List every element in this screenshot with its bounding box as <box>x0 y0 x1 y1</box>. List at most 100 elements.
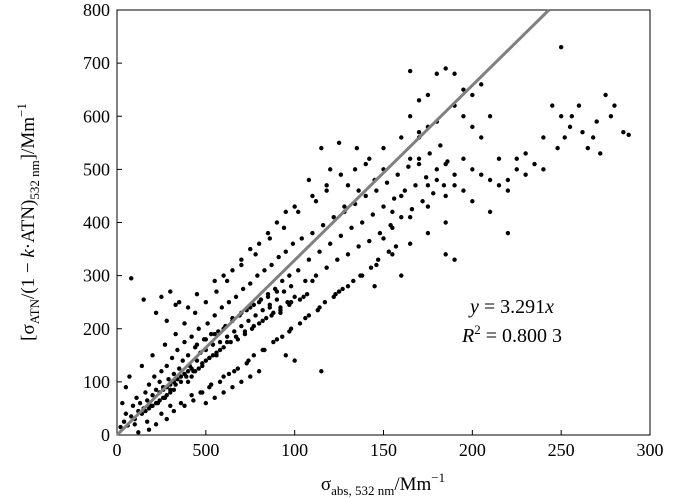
data-point <box>322 299 328 305</box>
data-point <box>407 241 413 246</box>
data-point <box>470 92 475 98</box>
data-point <box>153 387 159 393</box>
data-point <box>287 329 292 334</box>
data-point <box>310 193 315 199</box>
data-point <box>443 161 448 167</box>
data-point <box>248 246 253 252</box>
data-point <box>185 379 191 385</box>
data-point <box>212 278 217 284</box>
data-point <box>299 236 304 241</box>
x-tick-label: 100 <box>281 440 308 460</box>
data-point <box>182 403 187 408</box>
data-point <box>338 233 344 238</box>
data-point <box>260 318 265 323</box>
data-point <box>391 196 397 201</box>
data-point <box>203 299 209 305</box>
data-point <box>292 204 297 209</box>
data-point <box>242 329 248 334</box>
x-tick-label: 250 <box>548 440 575 460</box>
data-point <box>203 400 209 406</box>
data-point <box>558 114 564 119</box>
data-point <box>233 294 239 300</box>
data-point <box>443 252 448 257</box>
data-point <box>313 273 319 278</box>
data-point <box>256 241 262 246</box>
data-point <box>567 124 573 130</box>
data-point <box>423 175 429 180</box>
data-point <box>319 369 324 374</box>
data-point <box>271 339 276 345</box>
data-point <box>205 321 210 326</box>
data-point <box>315 307 320 313</box>
data-point <box>345 284 351 289</box>
data-point <box>487 114 493 119</box>
data-point <box>129 276 134 281</box>
data-point <box>407 68 413 74</box>
data-point <box>505 230 511 236</box>
data-point <box>324 183 329 188</box>
data-point <box>306 313 312 318</box>
data-point <box>159 411 164 416</box>
data-point <box>496 156 502 161</box>
data-point <box>164 416 169 422</box>
data-point <box>159 369 164 374</box>
data-point <box>164 363 169 369</box>
data-point <box>139 363 145 369</box>
data-point <box>296 268 301 273</box>
data-point <box>145 419 150 424</box>
data-point <box>276 254 281 260</box>
data-point <box>304 292 310 297</box>
data-point <box>340 286 345 292</box>
data-point <box>320 222 326 228</box>
data-point <box>416 129 422 135</box>
data-point <box>173 302 178 308</box>
data-point <box>123 411 129 416</box>
data-point <box>120 400 125 406</box>
data-point <box>260 307 265 313</box>
data-point <box>230 384 235 390</box>
data-point <box>217 339 223 345</box>
data-point <box>178 379 184 385</box>
data-point <box>274 220 280 225</box>
data-point <box>416 98 422 103</box>
data-point <box>359 220 365 225</box>
data-point <box>336 140 342 146</box>
data-point <box>248 374 253 379</box>
data-point <box>130 403 136 408</box>
data-point <box>283 209 288 215</box>
data-point <box>157 398 162 403</box>
data-point <box>212 395 217 401</box>
data-point <box>127 374 132 379</box>
data-point <box>136 430 141 435</box>
data-point <box>251 302 257 308</box>
data-point <box>441 183 447 188</box>
data-point <box>290 241 296 246</box>
data-point <box>224 339 230 345</box>
data-point <box>267 305 272 310</box>
y-axis-title: [σATN/(1 − k·ATN)532 nm]/Mm−1 <box>14 103 42 341</box>
data-point <box>336 289 342 294</box>
data-point <box>239 323 244 329</box>
data-point <box>212 331 217 337</box>
y-tick-label: 300 <box>83 266 110 286</box>
data-point <box>470 124 475 130</box>
data-point <box>224 278 230 284</box>
data-point <box>402 188 408 193</box>
data-point <box>427 151 432 156</box>
data-point <box>505 177 511 183</box>
data-point <box>246 318 251 323</box>
data-point <box>342 204 347 209</box>
data-point <box>297 297 303 302</box>
x-tick-label: 300 <box>637 440 664 460</box>
data-point <box>203 337 209 342</box>
data-point <box>162 342 168 347</box>
data-point <box>253 313 258 318</box>
data-point <box>182 371 187 377</box>
data-point <box>196 326 201 331</box>
data-point <box>452 183 457 188</box>
data-point <box>191 398 196 403</box>
data-point <box>603 92 608 98</box>
data-point <box>121 419 127 424</box>
data-point <box>171 387 177 393</box>
data-point <box>283 249 288 254</box>
